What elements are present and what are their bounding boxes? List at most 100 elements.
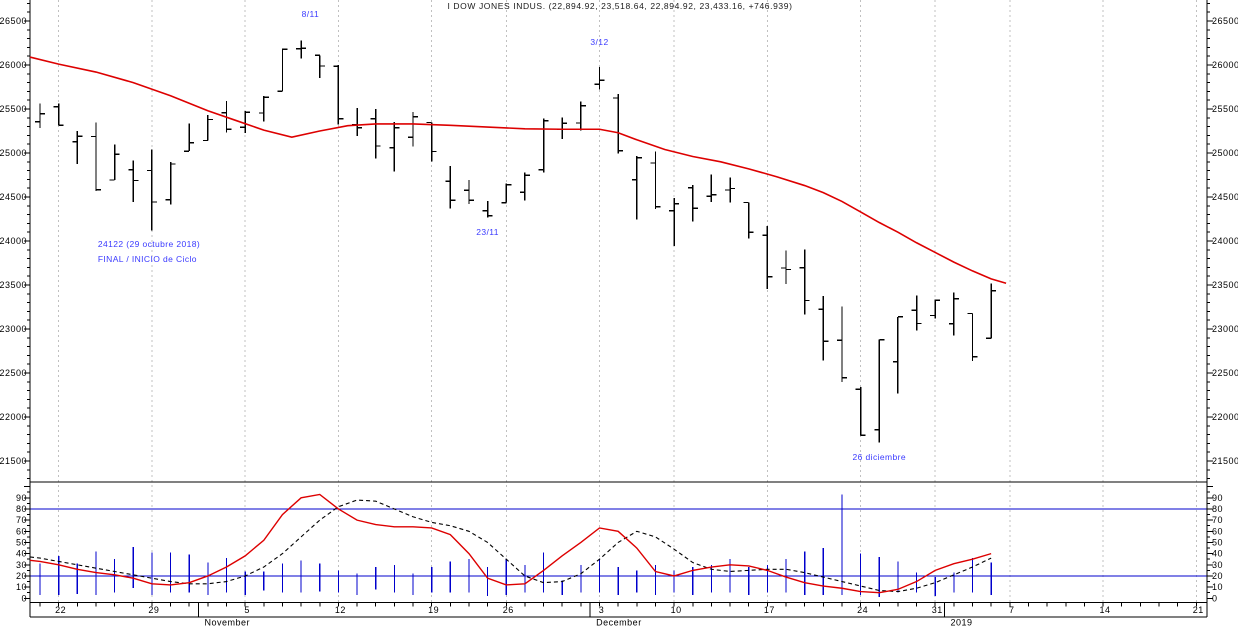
- ohlc-bar-37: [725, 177, 736, 203]
- ohlc-bar-4: [109, 144, 120, 181]
- ohlc-bar-36: [706, 174, 717, 203]
- price-ylabel-right: 26000: [1212, 60, 1238, 70]
- oscillator-k: [29, 493, 992, 594]
- annotation-3-12: 3/12: [590, 37, 608, 47]
- price-ylabel-right: 24000: [1212, 236, 1238, 246]
- chart-frame: [29, 0, 1208, 618]
- date-label: 22: [55, 605, 66, 615]
- ohlc-bar-27: [538, 118, 549, 173]
- ma-line: [29, 56, 1007, 285]
- annotation-8-11: 8/11: [302, 9, 320, 19]
- price-ylabel-left: 23500: [0, 280, 27, 290]
- ohlc-bar-49: [948, 292, 959, 336]
- date-label: 31: [932, 605, 943, 615]
- ohlc-bar-25: [501, 183, 512, 204]
- ohlc-bar-8: [184, 123, 195, 152]
- ohlc-bar-33: [650, 151, 661, 209]
- osc-ylabel-left: 40: [16, 549, 27, 559]
- ohlc-bars: [35, 40, 997, 443]
- osc-ylabel-left: 50: [16, 537, 27, 547]
- annotation-23-11: 23/11: [476, 227, 499, 237]
- oscillator-d: [29, 499, 992, 593]
- ohlc-bar-40: [781, 250, 791, 285]
- osc-ylabel-right: 40: [1212, 549, 1223, 559]
- ohlc-bar-13: [277, 48, 288, 92]
- price-ylabel-left: 24000: [0, 236, 27, 246]
- date-label: 3: [599, 605, 605, 615]
- ohlc-bar-35: [687, 184, 698, 222]
- ohlc-bar-34: [669, 197, 680, 247]
- osc-ylabel-right: 90: [1212, 493, 1223, 503]
- annotation-24122-29-octubre-2018-: 24122 (29 octubre 2018): [98, 239, 200, 249]
- annotation-26-diciembre: 26 diciembre: [853, 452, 906, 462]
- ohlc-bar-38: [743, 201, 754, 239]
- osc-ylabel-left: 10: [16, 582, 27, 592]
- ohlc-bar-20: [408, 111, 418, 147]
- date-label: 26: [503, 605, 514, 615]
- ohlc-bar-21: [426, 121, 437, 162]
- ohlc-bar-9: [202, 114, 213, 142]
- date-label: 21: [1193, 605, 1204, 615]
- ohlc-bar-15: [314, 54, 325, 79]
- ohlc-bar-0: [35, 103, 45, 128]
- date-label: 19: [428, 605, 439, 615]
- osc-ylabel-right: 0: [1212, 593, 1218, 603]
- chart-title: I DOW JONES INDUS. (22,894.92, 23,518.64…: [447, 1, 792, 11]
- price-ylabel-right: 23500: [1212, 280, 1238, 290]
- ohlc-bar-41: [799, 249, 810, 315]
- osc-ylabel-right: 10: [1212, 582, 1223, 592]
- ohlc-bar-26: [519, 172, 530, 201]
- ohlc-bar-17: [352, 108, 363, 137]
- date-label: 10: [671, 605, 682, 615]
- d-line: [29, 499, 992, 593]
- ohlc-bar-46: [892, 316, 903, 394]
- price-ylabel-right: 22500: [1212, 368, 1238, 378]
- price-ylabel-left: 26500: [0, 16, 27, 26]
- ohlc-bar-18: [370, 108, 381, 159]
- ohlc-bar-51: [986, 283, 997, 340]
- month-label: November: [205, 618, 251, 627]
- price-ylabel-left: 25000: [0, 148, 27, 158]
- osc-ylabel-right: 50: [1212, 537, 1223, 547]
- osc-ylabel-right: 30: [1212, 560, 1223, 570]
- price-ylabel-left: 21500: [0, 456, 27, 466]
- ohlc-bar-24: [482, 201, 493, 218]
- date-label: 7: [1009, 605, 1015, 615]
- ohlc-bar-29: [575, 101, 586, 131]
- ohlc-bar-3: [90, 122, 101, 192]
- ohlc-bar-16: [333, 64, 344, 125]
- osc-ylabel-left: 0: [21, 593, 27, 603]
- ohlc-bar-28: [557, 117, 568, 139]
- ohlc-bar-5: [128, 160, 139, 202]
- ohlc-bar-44: [855, 387, 866, 437]
- ohlc-bar-48: [930, 299, 941, 319]
- annotation-FINAL-INICIO-de-Ciclo: FINAL / INICIO de Ciclo: [98, 254, 197, 264]
- ohlc-bar-32: [631, 155, 642, 220]
- ohlc-bar-2: [72, 131, 83, 165]
- ohlc-bar-23: [463, 179, 474, 205]
- price-ylabel-left: 25500: [0, 104, 27, 114]
- ohlc-bar-12: [258, 96, 269, 122]
- ohlc-bar-6: [146, 149, 157, 231]
- date-label: 5: [244, 605, 250, 615]
- price-ylabel-right: 21500: [1212, 456, 1238, 466]
- ohlc-bar-14: [296, 40, 307, 59]
- osc-ylabel-left: 80: [16, 504, 27, 514]
- ohlc-bar-45: [874, 339, 885, 443]
- osc-ylabel-right: 20: [1212, 571, 1223, 581]
- date-label: 17: [764, 605, 775, 615]
- price-ylabel-right: 26500: [1212, 16, 1238, 26]
- weekly-gridlines: [58, 0, 1197, 602]
- oscillator-range-bars: [39, 494, 992, 598]
- ohlc-bar-7: [165, 161, 176, 205]
- date-label: 24: [857, 605, 868, 615]
- axis-ticks: [24, 2, 1213, 617]
- price-ylabel-left: 22500: [0, 368, 27, 378]
- ohlc-bar-47: [911, 295, 922, 331]
- ohlc-bar-22: [445, 165, 456, 209]
- osc-ylabel-right: 60: [1212, 526, 1223, 536]
- osc-ylabel-right: 70: [1212, 515, 1223, 525]
- price-ylabel-left: 24500: [0, 192, 27, 202]
